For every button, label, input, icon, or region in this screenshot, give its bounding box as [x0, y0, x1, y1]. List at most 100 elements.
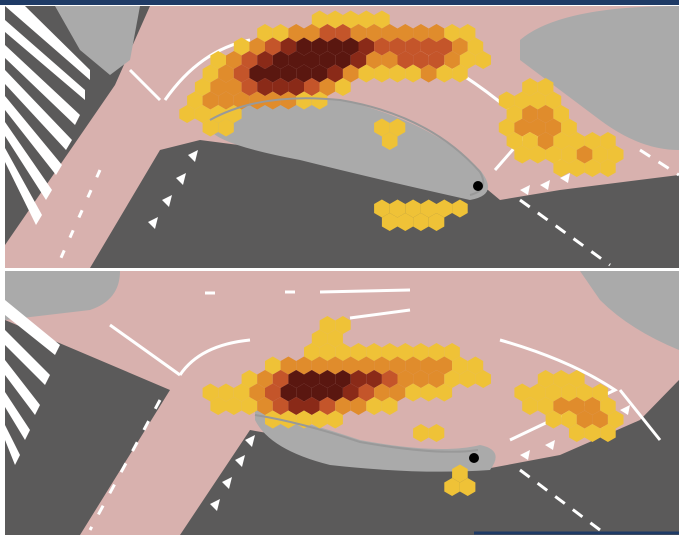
hex	[428, 370, 445, 388]
hex	[288, 51, 304, 69]
hex	[397, 370, 414, 388]
hex	[304, 343, 320, 361]
hex	[288, 24, 304, 42]
hex	[569, 159, 585, 177]
hex	[545, 383, 562, 402]
hex	[381, 24, 398, 42]
hex	[233, 37, 250, 56]
hex	[296, 37, 312, 56]
hex	[304, 78, 320, 96]
hex	[265, 64, 281, 83]
hex	[584, 424, 601, 442]
hex	[327, 64, 343, 83]
hex	[514, 145, 530, 164]
hex	[420, 37, 437, 56]
hex	[342, 356, 359, 375]
hex	[304, 51, 320, 69]
hex	[335, 343, 351, 361]
hex	[288, 370, 304, 388]
hex	[374, 383, 390, 402]
hex	[569, 397, 585, 415]
hex	[366, 397, 382, 415]
hex	[584, 397, 601, 415]
hex	[514, 91, 530, 110]
hex	[327, 10, 343, 29]
hex	[350, 370, 367, 388]
hex	[358, 37, 375, 56]
island-outline	[209, 97, 485, 196]
hex	[592, 410, 608, 429]
hex	[374, 118, 390, 137]
hex	[467, 37, 484, 56]
hex	[545, 145, 562, 164]
hex	[381, 132, 398, 150]
hex	[413, 424, 429, 442]
hex	[350, 397, 367, 415]
hex	[537, 370, 554, 388]
hex	[405, 356, 421, 375]
hex	[296, 64, 312, 83]
hex	[272, 24, 289, 42]
hex	[607, 145, 624, 164]
hex	[358, 64, 375, 83]
hex	[428, 213, 445, 231]
hex	[210, 51, 226, 69]
hex	[218, 118, 234, 137]
hex	[436, 37, 453, 56]
hex	[327, 356, 343, 375]
hex	[506, 132, 523, 150]
hex	[576, 410, 593, 429]
hex	[452, 464, 468, 483]
hex	[358, 356, 375, 375]
hex	[428, 343, 445, 361]
hex	[335, 78, 351, 96]
hex	[280, 356, 297, 375]
hex	[553, 397, 569, 415]
hex	[530, 91, 546, 110]
hex	[405, 37, 421, 56]
corner	[5, 271, 120, 320]
hex	[452, 199, 468, 218]
hex	[342, 10, 359, 29]
hex	[530, 118, 546, 137]
hex	[389, 383, 406, 402]
hex	[381, 51, 398, 69]
hex	[600, 397, 616, 415]
crosswalk	[5, 6, 90, 225]
hex	[444, 370, 460, 388]
hex	[257, 397, 273, 415]
hex	[249, 91, 265, 110]
hex	[475, 370, 491, 388]
hex	[296, 91, 312, 110]
hex	[592, 145, 608, 164]
hex	[498, 91, 515, 110]
hex	[381, 370, 398, 388]
hex	[452, 356, 468, 375]
hex	[350, 343, 367, 361]
hex	[366, 370, 382, 388]
hex	[530, 145, 546, 164]
hex	[374, 64, 390, 83]
hex	[569, 370, 585, 388]
hex	[506, 105, 523, 123]
hex	[311, 37, 328, 56]
hex	[194, 105, 211, 123]
hex	[272, 51, 289, 69]
hex	[420, 356, 437, 375]
hex	[420, 64, 437, 83]
hex	[241, 78, 258, 96]
hex	[561, 118, 577, 137]
hex	[537, 78, 554, 96]
hex	[210, 397, 226, 415]
hex	[288, 397, 304, 415]
hex	[545, 118, 562, 137]
hex	[202, 383, 219, 402]
hex	[475, 51, 491, 69]
hex	[374, 356, 390, 375]
hex	[459, 51, 476, 69]
hex	[428, 424, 445, 442]
island-outline	[254, 414, 479, 453]
hex	[569, 424, 585, 442]
corner	[580, 271, 679, 350]
